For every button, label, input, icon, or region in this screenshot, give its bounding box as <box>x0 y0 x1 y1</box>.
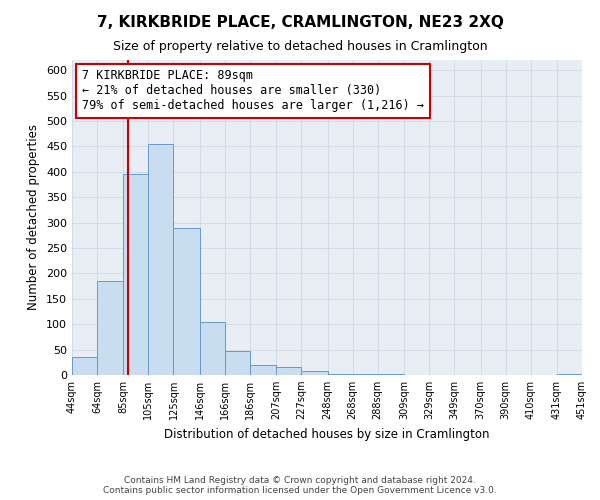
Bar <box>225 350 250 375</box>
Bar <box>328 374 353 375</box>
Text: Size of property relative to detached houses in Cramlington: Size of property relative to detached ho… <box>113 40 487 53</box>
X-axis label: Distribution of detached houses by size in Cramlington: Distribution of detached houses by size … <box>164 428 490 440</box>
Bar <box>276 368 301 375</box>
Bar <box>72 357 97 375</box>
Y-axis label: Number of detached properties: Number of detached properties <box>28 124 40 310</box>
Text: 7 KIRKBRIDE PLACE: 89sqm
← 21% of detached houses are smaller (330)
79% of semi-: 7 KIRKBRIDE PLACE: 89sqm ← 21% of detach… <box>82 70 424 112</box>
Bar <box>200 322 225 375</box>
Text: Contains HM Land Registry data © Crown copyright and database right 2024.
Contai: Contains HM Land Registry data © Crown c… <box>103 476 497 495</box>
Bar <box>250 365 276 375</box>
Bar <box>124 174 148 375</box>
Bar <box>173 228 200 375</box>
Bar <box>301 371 328 375</box>
Bar <box>148 144 173 375</box>
Bar <box>378 374 404 375</box>
Text: 7, KIRKBRIDE PLACE, CRAMLINGTON, NE23 2XQ: 7, KIRKBRIDE PLACE, CRAMLINGTON, NE23 2X… <box>97 15 503 30</box>
Bar <box>557 374 582 375</box>
Bar <box>353 374 378 375</box>
Bar <box>97 281 124 375</box>
